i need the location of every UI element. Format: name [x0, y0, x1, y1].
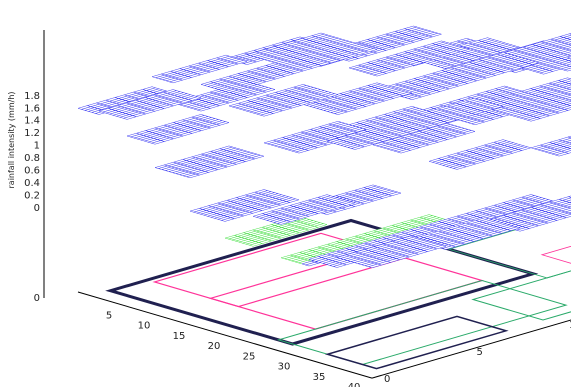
surface-cell — [168, 78, 184, 84]
surface-cell — [396, 149, 412, 154]
surface-cell — [566, 56, 571, 60]
surface-cell — [122, 115, 138, 120]
surface-cell — [304, 262, 320, 267]
z-tick-label: 0 — [34, 203, 40, 214]
surface-cell — [294, 149, 310, 154]
surface-cell — [333, 110, 349, 115]
surface-cell — [276, 220, 292, 225]
surface-cell — [196, 107, 212, 112]
surface-cell — [242, 60, 258, 65]
surface-cell — [259, 112, 275, 117]
z-tick-label: 0.8 — [24, 153, 40, 164]
x-tick-label: 40 — [348, 382, 361, 387]
contour-green-a — [276, 279, 568, 366]
surface-cell — [441, 245, 457, 250]
x-tick-label: 5 — [106, 310, 112, 321]
surface-cell — [185, 173, 201, 179]
x-tick-label: 15 — [173, 331, 186, 342]
z-tick-label: 1.6 — [24, 103, 40, 114]
z-tick-label: 1.2 — [24, 128, 40, 139]
z-tick-label: 1.8 — [24, 91, 40, 102]
surface-cell — [322, 210, 338, 215]
z-tick-label: 0.2 — [24, 191, 40, 202]
surface-cell — [367, 263, 383, 269]
surface-cell — [539, 70, 554, 75]
surface-cell — [220, 217, 236, 222]
z-tick-label: 0.4 — [24, 178, 40, 189]
surface-cell — [224, 88, 240, 93]
surface-cell — [344, 57, 360, 62]
surface-cell — [470, 120, 486, 126]
y-tick-label: 0 — [384, 374, 390, 385]
surface-cell — [563, 67, 571, 72]
surface-cell — [515, 227, 531, 232]
surface-cell — [248, 242, 264, 247]
z-tick-label: 1.4 — [24, 116, 40, 127]
y-tick-label: 10 — [569, 320, 571, 331]
surface-cell — [511, 68, 526, 73]
surface-mesh — [77, 25, 571, 269]
surface-cell — [554, 152, 570, 157]
z-tick-label: 0.6 — [24, 166, 40, 177]
surface-cell — [332, 263, 348, 268]
x-tick-label: 30 — [278, 362, 291, 373]
axes — [43, 30, 571, 379]
z-floor-label: 0 — [34, 293, 40, 304]
z-tick-label: 1 — [34, 141, 40, 152]
y-tick-label: 5 — [477, 347, 483, 358]
surface-cell — [526, 117, 542, 122]
surface-cell — [559, 66, 571, 71]
tick-labels: 510152025303540051015202500.20.40.60.811… — [24, 91, 571, 387]
surface-cell — [407, 95, 423, 100]
contour-green-b — [471, 270, 571, 321]
surface-cell — [350, 145, 366, 150]
surface-cell — [372, 72, 388, 77]
contour-projection — [105, 213, 571, 370]
surface-cell — [150, 140, 166, 145]
surface-cell — [452, 165, 468, 170]
y-axis-line — [371, 319, 571, 379]
x-axis-line — [77, 291, 373, 379]
contour-dark-right — [324, 315, 509, 370]
x-tick-label: 10 — [138, 321, 151, 332]
z-axis-label: rainfall intensity (mm/h) — [7, 91, 16, 188]
x-tick-label: 25 — [243, 351, 256, 362]
x-tick-label: 35 — [313, 372, 326, 383]
x-tick-label: 20 — [208, 341, 221, 352]
